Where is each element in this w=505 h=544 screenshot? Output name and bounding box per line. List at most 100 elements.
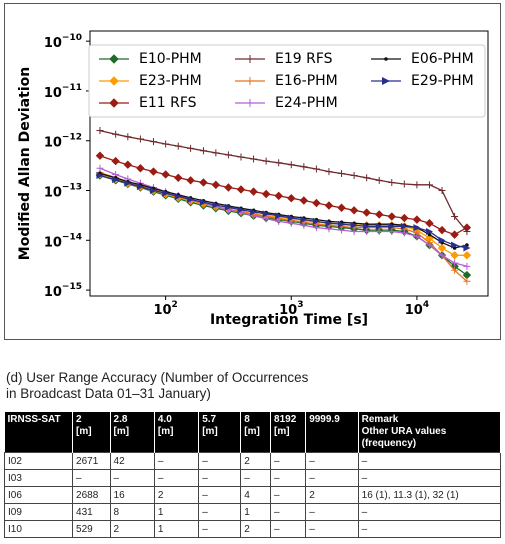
- y-tick-label: 10−11: [44, 82, 82, 100]
- x-tick-label: 104: [405, 300, 429, 318]
- table-cell: 1: [240, 503, 272, 521]
- table-cell: –: [305, 469, 359, 487]
- x-tick-label: 102: [153, 300, 177, 318]
- series-line: [99, 174, 468, 249]
- marker: [400, 222, 408, 230]
- marker: [246, 55, 254, 63]
- marker: [350, 172, 358, 180]
- marker: [413, 232, 421, 240]
- header-text: [m]: [113, 426, 130, 437]
- marker: [111, 156, 120, 166]
- marker: [123, 160, 133, 169]
- marker: [425, 241, 433, 249]
- marker: [212, 201, 220, 209]
- marker: [375, 176, 383, 184]
- marker: [262, 157, 270, 165]
- marker: [109, 76, 119, 86]
- legend-label: E11 RFS: [139, 95, 197, 111]
- marker: [246, 99, 254, 107]
- marker: [275, 159, 283, 167]
- marker: [109, 98, 119, 108]
- table-cell: 42: [109, 452, 155, 470]
- marker: [162, 140, 170, 148]
- caption-line: in Broadcast Data 01–31 January): [6, 386, 211, 401]
- marker: [450, 251, 459, 260]
- marker: [438, 236, 446, 244]
- legend-label: E23-PHM: [139, 73, 202, 89]
- marker: [275, 217, 283, 225]
- table-cell: –: [270, 469, 307, 487]
- marker: [325, 225, 333, 233]
- y-tick-label: 10−10: [44, 33, 82, 51]
- marker: [349, 206, 359, 215]
- y-tick-label: 10−14: [44, 232, 82, 250]
- marker: [375, 222, 383, 230]
- table-cell: 1: [153, 520, 200, 538]
- header-text: 4.0: [157, 414, 172, 425]
- marker: [338, 220, 346, 228]
- marker: [95, 151, 105, 160]
- y-tick-label: 10−15: [44, 282, 82, 300]
- table-cell: –: [72, 469, 111, 487]
- marker: [161, 170, 170, 179]
- legend-label: E16-PHM: [275, 73, 338, 89]
- legend-label: E10-PHM: [139, 51, 202, 67]
- x-axis-label: Integration Time [s]: [210, 312, 368, 328]
- marker: [350, 228, 358, 236]
- marker: [237, 153, 245, 161]
- marker: [400, 213, 409, 223]
- header-cell: 8192 [m]: [270, 412, 307, 453]
- marker: [224, 203, 232, 211]
- marker: [382, 77, 390, 85]
- marker: [275, 212, 283, 220]
- marker: [388, 222, 396, 230]
- table-cell: 529: [72, 520, 111, 538]
- marker: [246, 77, 254, 85]
- marker: [300, 163, 308, 171]
- table-cell: –: [357, 469, 502, 487]
- x-tick-label: 103: [279, 300, 303, 318]
- table-cell: 2: [305, 486, 359, 504]
- y-axis-label: Modified Allan Deviation: [17, 67, 33, 260]
- table-cell: 16: [109, 486, 155, 504]
- marker: [96, 127, 104, 135]
- table-cell: –: [153, 452, 200, 470]
- header-text: [m]: [76, 426, 92, 437]
- header-text: Remark: [361, 414, 399, 425]
- marker: [249, 187, 258, 196]
- marker: [149, 167, 158, 176]
- marker: [400, 229, 408, 237]
- marker: [438, 251, 446, 259]
- marker: [450, 230, 459, 239]
- marker: [362, 208, 371, 217]
- marker: [187, 144, 195, 152]
- ura-table: IRNSS-SAT 2 [m] 2.8 [m] 4.0 [m] 5.7 [m] 8 [m] 8192[…: [3, 412, 502, 538]
- chart: 10−15 10−14 10−13 10−12 10−11 10−10 102 103 104 I…: [17, 30, 489, 328]
- marker: [112, 130, 120, 138]
- table-cell: –: [198, 486, 242, 504]
- table-cell: –: [357, 452, 502, 470]
- marker: [162, 189, 170, 197]
- y-tick-label: 10−12: [44, 132, 82, 150]
- marker: [174, 173, 183, 183]
- marker: [425, 181, 433, 189]
- marker: [400, 180, 408, 188]
- marker: [199, 147, 207, 155]
- header-text: 5.7: [202, 414, 217, 425]
- table-cell: 8: [109, 503, 155, 521]
- marker: [463, 262, 471, 270]
- header-text: 2: [76, 414, 82, 425]
- marker: [136, 183, 144, 191]
- table-cell: –: [198, 452, 242, 470]
- table-cell: –: [198, 520, 242, 538]
- header-text: 8: [244, 414, 250, 425]
- legend-label: E29-PHM: [411, 73, 474, 89]
- table-cell: I06: [3, 486, 74, 504]
- marker: [337, 203, 346, 212]
- table-cell: –: [270, 486, 307, 504]
- marker: [363, 174, 371, 182]
- marker: [300, 216, 308, 224]
- plot-area: [89, 30, 489, 297]
- marker: [199, 178, 208, 187]
- header-text: [m]: [202, 426, 218, 437]
